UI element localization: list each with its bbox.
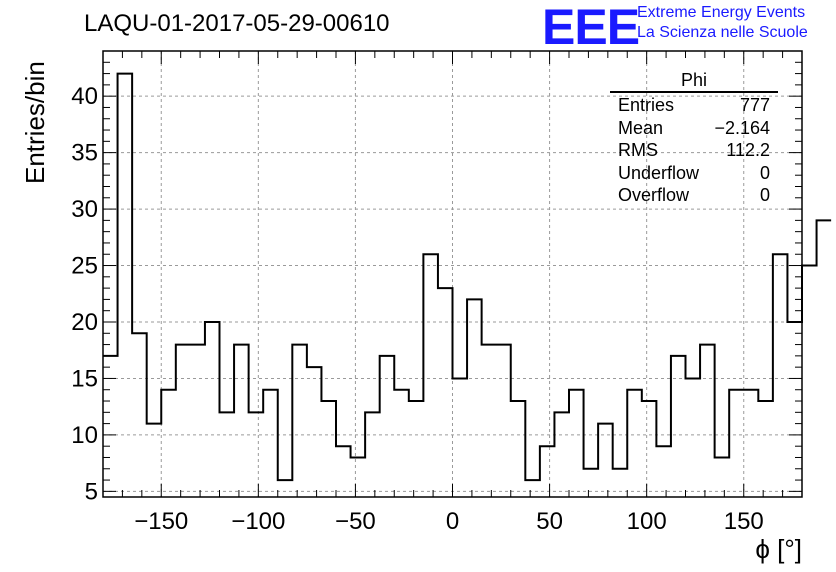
y-tick-label: 25 xyxy=(71,253,98,280)
histogram-bin xyxy=(467,299,482,497)
histogram-bin xyxy=(627,390,642,497)
stats-title: Phi xyxy=(610,70,778,93)
histogram-bin xyxy=(802,266,817,497)
stat-value: −2.164 xyxy=(714,117,770,138)
histogram-bin xyxy=(220,412,235,497)
histogram-bin xyxy=(554,412,569,497)
histogram-bin xyxy=(234,345,249,497)
histogram-bin xyxy=(263,390,278,497)
histogram-bin xyxy=(584,469,599,497)
x-axis: −150 −100 −50 0 50 100 150 xyxy=(102,51,803,535)
y-tick-label: 15 xyxy=(71,365,98,392)
histogram-bin xyxy=(700,345,715,497)
histogram-bin xyxy=(249,412,264,497)
histogram-bin xyxy=(482,345,497,497)
y-axis: 5 10 15 20 25 30 35 40 xyxy=(71,61,802,505)
stat-label: Overflow xyxy=(618,185,690,205)
histogram-series xyxy=(103,72,832,497)
brand-line-2: La Scienza nelle Scuole xyxy=(637,24,808,41)
brand-line-1: Extreme Energy Events xyxy=(637,4,806,21)
y-tick-label: 5 xyxy=(85,478,98,505)
stat-label: Mean xyxy=(618,117,664,138)
stat-value: 0 xyxy=(759,162,770,183)
histogram-bin xyxy=(161,390,176,497)
histogram-bin xyxy=(132,333,147,497)
stat-row-rms: RMS 112.2 xyxy=(610,139,778,162)
histogram-bin xyxy=(613,469,628,497)
y-tick-label: 30 xyxy=(71,196,98,223)
histogram-bin xyxy=(365,412,380,497)
x-tick-label: 0 xyxy=(446,508,459,535)
y-tick-label: 40 xyxy=(71,83,98,110)
histogram-line xyxy=(103,72,832,482)
histogram-bin xyxy=(758,401,773,497)
histogram-bin xyxy=(525,480,540,497)
stat-label: RMS xyxy=(618,140,658,160)
histogram-bin xyxy=(773,254,788,497)
histogram-bin xyxy=(496,345,511,497)
histogram-bin xyxy=(817,220,832,497)
y-tick-label: 20 xyxy=(71,309,98,336)
histogram-bin xyxy=(744,390,759,497)
histogram-bin xyxy=(642,401,657,497)
histogram-bin xyxy=(190,345,205,497)
y-axis-label: Entries/bin xyxy=(20,61,50,184)
histogram-bin xyxy=(671,356,686,497)
stat-row-entries: Entries 777 xyxy=(610,94,778,117)
histogram-bin xyxy=(686,378,701,497)
stat-label: Entries xyxy=(618,95,675,115)
histogram-bin xyxy=(540,446,555,497)
histogram-bin xyxy=(321,401,336,497)
histogram-bin xyxy=(453,378,468,497)
stat-row-mean: Mean −2.164 xyxy=(610,117,778,140)
histogram-bin xyxy=(147,424,162,497)
histogram-bin xyxy=(715,457,730,497)
histogram-bin xyxy=(787,322,802,497)
histogram-bin xyxy=(336,446,351,497)
histogram-bin xyxy=(292,345,307,497)
histogram-bin xyxy=(511,401,526,497)
histogram-bin xyxy=(351,457,366,497)
histogram-bin xyxy=(118,74,133,497)
stat-label: Underflow xyxy=(618,162,700,183)
eee-logo: EEE xyxy=(542,0,640,55)
x-tick-label: 100 xyxy=(627,508,667,535)
histogram-bin xyxy=(176,345,191,497)
stat-value: 0 xyxy=(759,185,770,205)
x-tick-label: 150 xyxy=(724,508,764,535)
histogram-bin xyxy=(423,254,438,497)
x-tick-label: −50 xyxy=(335,508,376,535)
histogram-bin xyxy=(729,390,744,497)
x-tick-label: −150 xyxy=(134,508,188,535)
x-tick-label: 50 xyxy=(536,508,563,535)
stat-row-underflow: Underflow 0 xyxy=(610,162,778,185)
stat-row-overflow: Overflow 0 xyxy=(610,184,778,207)
histogram-bin xyxy=(205,322,220,497)
y-tick-label: 35 xyxy=(71,140,98,167)
chart-title: LAQU-01-2017-05-29-00610 xyxy=(84,10,390,37)
stats-box: Phi Entries 777 Mean −2.164 RMS 112.2 Un… xyxy=(610,70,778,207)
histogram-bin xyxy=(569,390,584,497)
histogram-bin xyxy=(656,446,671,497)
histogram-bin xyxy=(278,480,293,497)
x-axis-label: ϕ [°] xyxy=(755,534,802,564)
histogram-bin xyxy=(598,424,613,497)
y-tick-label: 10 xyxy=(71,422,98,449)
x-tick-label: −100 xyxy=(231,508,285,535)
stat-value: 112.2 xyxy=(726,140,770,160)
histogram-bin xyxy=(438,288,453,497)
histogram-bin xyxy=(103,356,118,497)
histogram-bin xyxy=(307,367,322,497)
histogram-bin xyxy=(409,401,424,497)
stat-value: 777 xyxy=(739,95,770,115)
histogram-bin xyxy=(380,356,395,497)
histogram-bin xyxy=(394,390,409,497)
